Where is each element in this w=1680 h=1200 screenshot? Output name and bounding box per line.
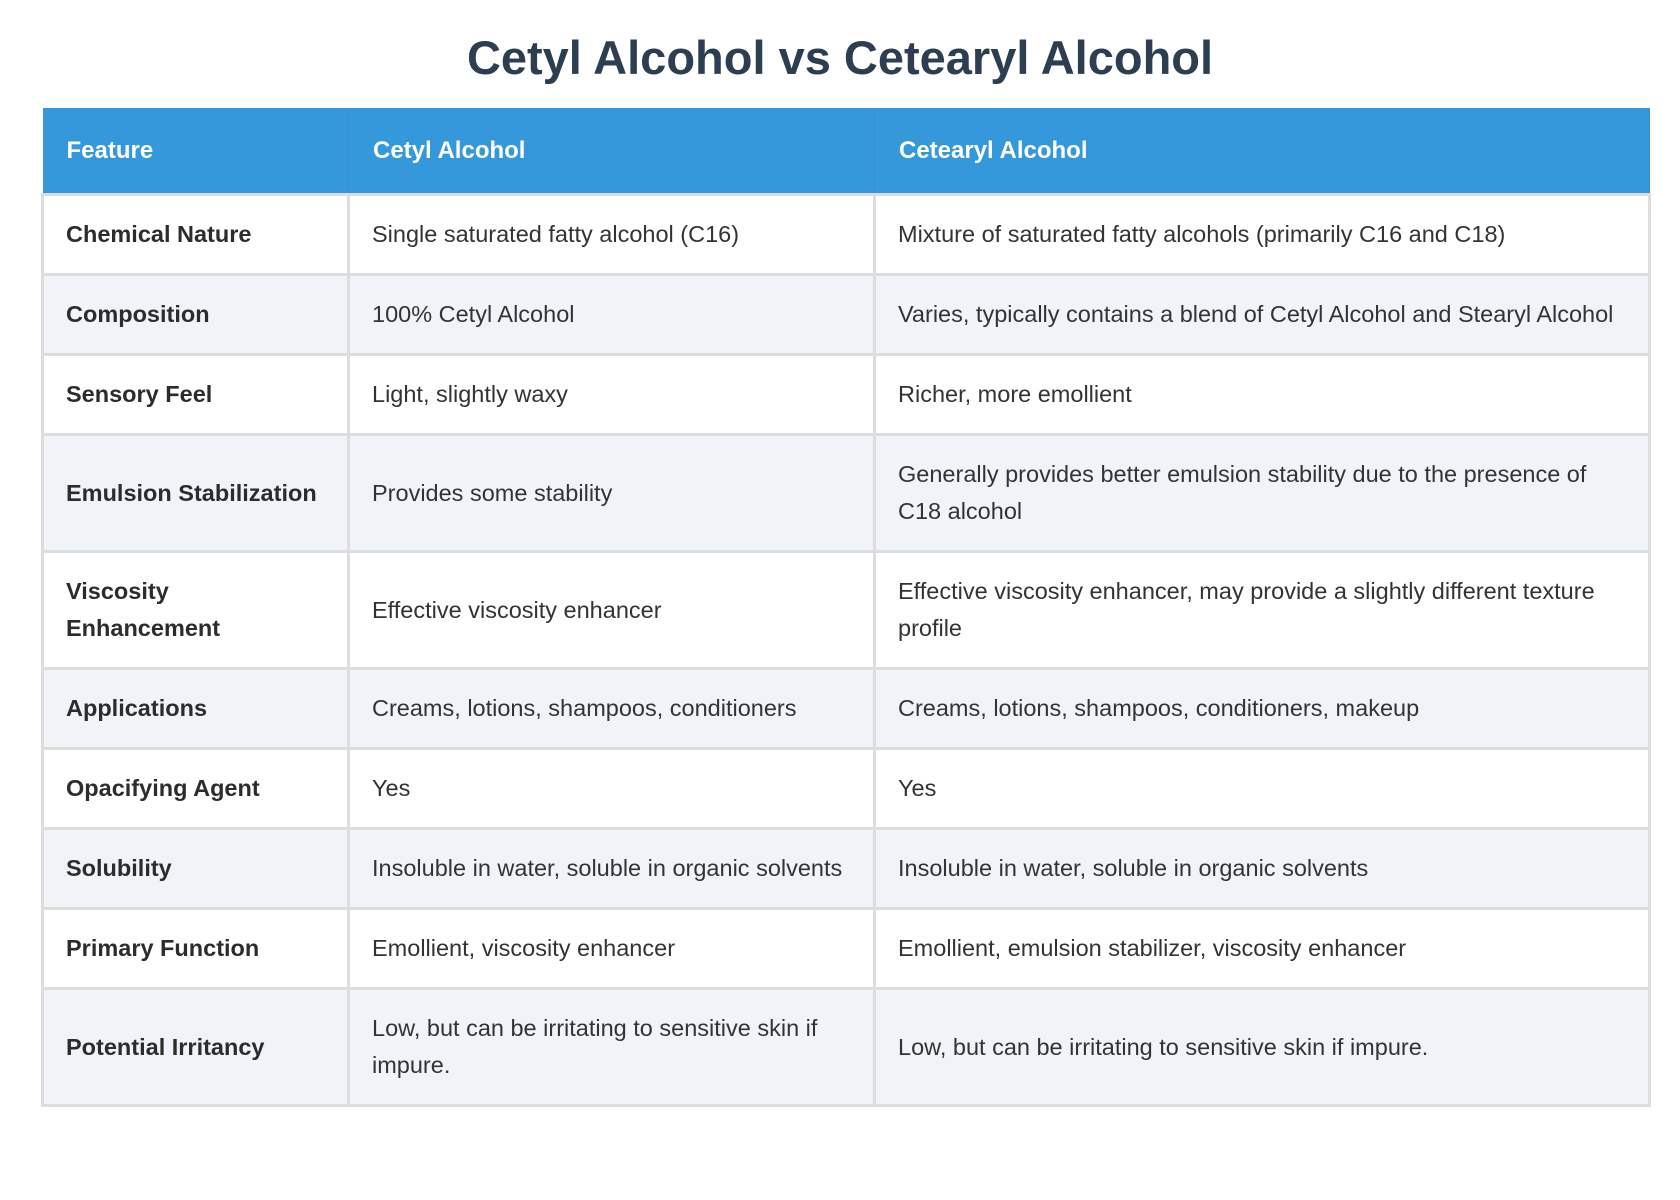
cetyl-cell: Provides some stability bbox=[347, 433, 876, 553]
comparison-table: Feature Cetyl Alcohol Cetearyl Alcohol C… bbox=[41, 108, 1651, 1107]
table-row: Primary Function Emollient, viscosity enh… bbox=[41, 907, 1651, 990]
cetyl-cell: Creams, lotions, shampoos, conditioners bbox=[347, 667, 876, 750]
cetearyl-cell: Mixture of saturated fatty alcohols (pri… bbox=[873, 193, 1651, 276]
table-row: Composition 100% Cetyl Alcohol Varies, typ… bbox=[41, 273, 1651, 356]
feature-cell: Applications bbox=[41, 667, 350, 750]
cetearyl-cell: Varies, typically contains a blend of Ce… bbox=[873, 273, 1651, 356]
cetyl-cell: Single saturated fatty alcohol (C16) bbox=[347, 193, 876, 276]
feature-cell: Composition bbox=[41, 273, 350, 356]
table-row: Sensory Feel Light, slightly waxy Richer, … bbox=[41, 353, 1651, 436]
cetearyl-cell: Generally provides better emulsion stabi… bbox=[873, 433, 1651, 553]
feature-cell: Opacifying Agent bbox=[41, 747, 350, 830]
cetyl-cell: Emollient, viscosity enhancer bbox=[347, 907, 876, 990]
cetyl-cell: Light, slightly waxy bbox=[347, 353, 876, 436]
header-cetearyl: Cetearyl Alcohol bbox=[874, 108, 1650, 196]
table-row: Opacifying Agent Yes Yes bbox=[41, 747, 1651, 830]
table-row: Emulsion Stabilization Provides some stab… bbox=[41, 433, 1651, 553]
cetyl-cell: Effective viscosity enhancer bbox=[347, 550, 876, 670]
table-row: Applications Creams, lotions, shampoos, c… bbox=[41, 667, 1651, 750]
feature-cell: Viscosity Enhancement bbox=[41, 550, 350, 670]
cetearyl-cell: Yes bbox=[873, 747, 1651, 830]
cetearyl-cell: Emollient, emulsion stabilizer, viscosit… bbox=[873, 907, 1651, 990]
cetearyl-cell: Creams, lotions, shampoos, conditioners,… bbox=[873, 667, 1651, 750]
cetearyl-cell: Insoluble in water, soluble in organic s… bbox=[873, 827, 1651, 910]
page-title: Cetyl Alcohol vs Cetearyl Alcohol bbox=[466, 31, 1214, 84]
cetearyl-cell: Richer, more emollient bbox=[873, 353, 1651, 436]
cetearyl-cell: Effective viscosity enhancer, may provid… bbox=[873, 550, 1651, 670]
cetyl-cell: Low, but can be irritating to sensitive … bbox=[347, 987, 876, 1107]
feature-cell: Emulsion Stabilization bbox=[41, 433, 350, 553]
table-row: Potential Irritancy Low, but can be irrit… bbox=[41, 987, 1651, 1107]
cetyl-cell: Insoluble in water, soluble in organic s… bbox=[347, 827, 876, 910]
feature-cell: Sensory Feel bbox=[41, 353, 350, 436]
cetyl-cell: Yes bbox=[347, 747, 876, 830]
cetearyl-cell: Low, but can be irritating to sensitive … bbox=[873, 987, 1651, 1107]
header-cetyl: Cetyl Alcohol bbox=[348, 108, 875, 196]
table-row: Chemical Nature Single saturated fatty al… bbox=[41, 193, 1651, 276]
feature-cell: Potential Irritancy bbox=[41, 987, 350, 1107]
feature-cell: Chemical Nature bbox=[41, 193, 350, 276]
header-row: Feature Cetyl Alcohol Cetearyl Alcohol bbox=[42, 108, 1650, 196]
table-row: Solubility Insoluble in water, soluble in… bbox=[41, 827, 1651, 910]
table-row: Viscosity Enhancement Effective viscosity… bbox=[41, 550, 1651, 670]
cetyl-cell: 100% Cetyl Alcohol bbox=[347, 273, 876, 356]
feature-cell: Primary Function bbox=[41, 907, 350, 990]
header-feature: Feature bbox=[42, 108, 349, 196]
feature-cell: Solubility bbox=[41, 827, 350, 910]
